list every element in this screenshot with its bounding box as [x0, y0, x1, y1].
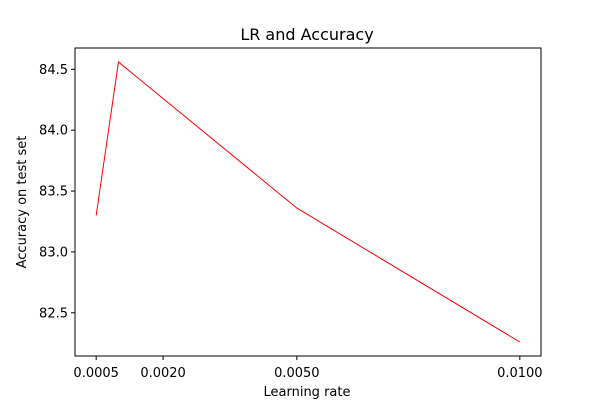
plot-area: 0.0005 0.0020 0.0050 0.0100 82.5 83.0 83.5 84.… [39, 47, 543, 381]
x-tick-label: 0.0005 [73, 366, 119, 381]
y-tick-label: 83.5 [39, 185, 68, 200]
y-tick-label: 83.0 [39, 245, 68, 260]
series-line-0 [95, 61, 521, 343]
y-tick-label: 82.5 [39, 306, 68, 321]
y-axis-label: Accuracy on test set [15, 136, 30, 269]
x-tick-label: 0.0020 [140, 366, 186, 381]
y-tick-label: 84.5 [39, 63, 68, 78]
chart-title: LR and Accuracy [240, 25, 373, 44]
y-tick-label: 84.0 [39, 124, 68, 139]
series-layer [95, 61, 521, 343]
x-tick-label: 0.0100 [497, 366, 543, 381]
x-axis: 0.0005 0.0020 0.0050 0.0100 [73, 356, 543, 381]
plot-frame [74, 47, 542, 357]
x-tick-label: 0.0050 [274, 366, 320, 381]
y-axis: 82.5 83.0 83.5 84.0 84.5 [39, 63, 75, 321]
x-axis-label: Learning rate [264, 385, 351, 400]
